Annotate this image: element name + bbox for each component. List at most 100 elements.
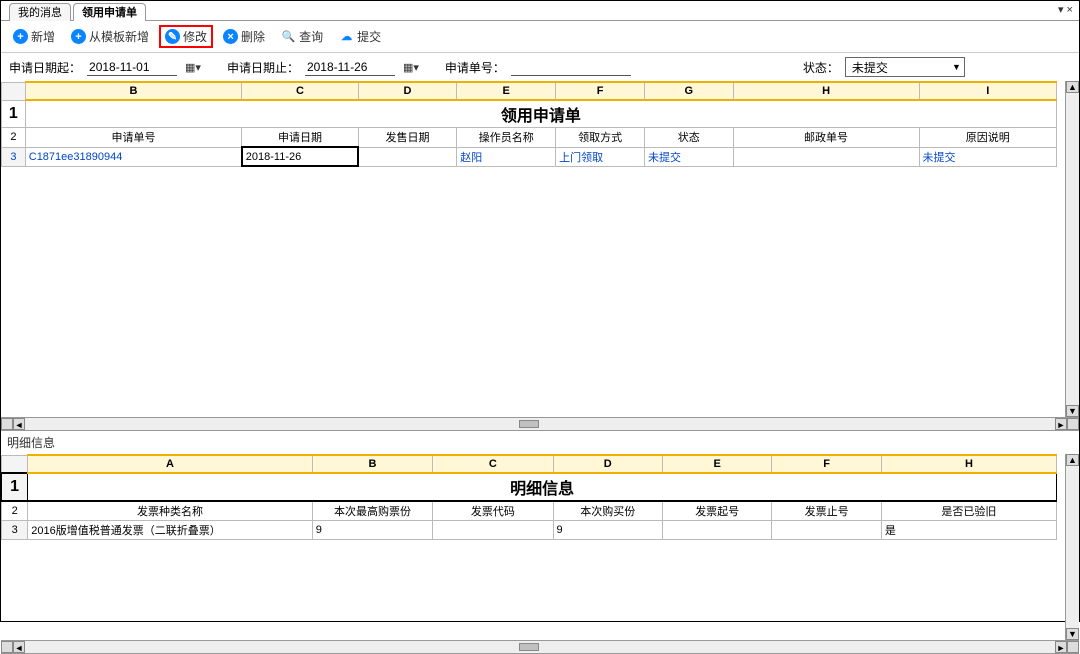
corner-cell[interactable] [2, 82, 26, 100]
grid-title: 领用申请单 [25, 100, 1056, 128]
col-header[interactable]: D [553, 455, 662, 473]
horizontal-scrollbar[interactable]: ◄ ► [1, 417, 1079, 431]
toolbar: + 新增 + 从模板新增 ✎ 修改 × 删除 🔍 查询 ☁ 提交 [1, 21, 1079, 53]
col-header[interactable]: D [358, 82, 457, 100]
scroll-corner [1067, 641, 1079, 653]
col-header[interactable]: F [772, 455, 881, 473]
date-from-label: 申请日期起： [9, 59, 81, 76]
cell-from-no[interactable] [662, 521, 771, 540]
tab-window-controls[interactable]: ▾ × [1058, 3, 1073, 16]
scroll-thumb[interactable] [519, 643, 539, 651]
scroll-down-icon[interactable]: ▼ [1066, 628, 1079, 640]
cell-to-no[interactable] [772, 521, 881, 540]
search-icon: 🔍 [281, 29, 296, 44]
row-index[interactable]: 1 [2, 100, 26, 128]
col-header[interactable]: H [881, 455, 1056, 473]
cell-sale-date[interactable] [358, 147, 457, 166]
row-index[interactable]: 3 [2, 521, 28, 540]
add-button[interactable]: + 新增 [7, 26, 61, 47]
scroll-right-icon[interactable]: ► [1055, 641, 1067, 653]
scroll-up-icon[interactable]: ▲ [1066, 81, 1079, 93]
corner-cell[interactable] [2, 455, 28, 473]
status-select[interactable]: 未提交 ▼ [845, 57, 965, 77]
scroll-thumb[interactable] [519, 420, 539, 428]
add-tpl-label: 从模板新增 [89, 28, 149, 45]
hdr-code: 发票代码 [433, 501, 553, 521]
col-header[interactable]: B [312, 455, 432, 473]
status-value: 未提交 [852, 59, 888, 76]
col-header[interactable]: C [433, 455, 553, 473]
vertical-scrollbar[interactable]: ▲ ▼ [1065, 81, 1079, 417]
scroll-right-icon[interactable]: ► [1055, 418, 1067, 430]
col-header[interactable]: E [662, 455, 771, 473]
row-index[interactable]: 1 [2, 473, 28, 501]
date-from-input[interactable] [87, 59, 177, 76]
col-header[interactable]: H [733, 82, 919, 100]
row-index[interactable]: 2 [2, 128, 26, 148]
hdr-post-no: 邮政单号 [733, 128, 919, 148]
hdr-reason: 原因说明 [919, 128, 1056, 148]
scroll-left-icon[interactable]: ◄ [13, 641, 25, 653]
cell-pickup[interactable]: 上门领取 [556, 147, 645, 166]
application-grid: B C D E F G H I 1 领用申请单 2 [1, 81, 1057, 167]
tab-strip: 我的消息 领用申请单 ▾ × [1, 1, 1079, 21]
col-header[interactable]: A [28, 455, 313, 473]
date-to-input[interactable] [305, 59, 395, 76]
hdr-from-no: 发票起号 [662, 501, 771, 521]
cell-operator[interactable]: 赵阳 [457, 147, 556, 166]
add-label: 新增 [31, 28, 55, 45]
add-from-template-button[interactable]: + 从模板新增 [65, 26, 155, 47]
scroll-left-icon[interactable]: ◄ [13, 418, 25, 430]
detail-title: 明细信息 [28, 473, 1057, 501]
cell-post-no[interactable] [733, 147, 919, 166]
query-label: 查询 [299, 28, 323, 45]
hdr-invoice-type: 发票种类名称 [28, 501, 313, 521]
col-header[interactable]: I [919, 82, 1056, 100]
plus-icon: + [71, 29, 86, 44]
col-header[interactable]: G [645, 82, 734, 100]
cell-invoice-type[interactable]: 2016版增值税普通发票（二联折叠票） [28, 521, 313, 540]
hdr-order-no: 申请单号 [25, 128, 242, 148]
edit-label: 修改 [183, 28, 207, 45]
scroll-up-icon[interactable]: ▲ [1066, 454, 1079, 466]
hdr-max-qty: 本次最高购票份 [312, 501, 432, 521]
row-index[interactable]: 2 [2, 501, 28, 521]
cell-order-no[interactable]: C1871ee31890944 [25, 147, 242, 166]
cell-max-qty[interactable]: 9 [312, 521, 432, 540]
delete-label: 删除 [241, 28, 265, 45]
detail-grid: A B C D E F H 1 明细信息 2 发票种类名称 [1, 454, 1057, 540]
order-no-input[interactable] [511, 59, 631, 76]
tab-my-messages[interactable]: 我的消息 [9, 3, 71, 21]
col-header[interactable]: C [242, 82, 358, 100]
status-label: 状态： [803, 59, 839, 76]
date-to-label: 申请日期止： [227, 59, 299, 76]
hdr-verified: 是否已验旧 [881, 501, 1056, 521]
col-header[interactable]: F [556, 82, 645, 100]
cell-status[interactable]: 未提交 [645, 147, 734, 166]
col-header[interactable]: B [25, 82, 242, 100]
tab-application[interactable]: 领用申请单 [73, 3, 146, 21]
scroll-down-icon[interactable]: ▼ [1066, 405, 1079, 417]
delete-button[interactable]: × 删除 [217, 26, 271, 47]
cell-verified[interactable]: 是 [881, 521, 1056, 540]
cell-code[interactable] [433, 521, 553, 540]
order-no-label: 申请单号： [445, 59, 505, 76]
submit-button[interactable]: ☁ 提交 [333, 26, 387, 47]
calendar-icon[interactable]: ▦▾ [183, 61, 203, 74]
edit-button[interactable]: ✎ 修改 [159, 25, 213, 48]
horizontal-scrollbar[interactable]: ◄ ► [1, 640, 1079, 654]
edit-icon: ✎ [165, 29, 180, 44]
hdr-status: 状态 [645, 128, 734, 148]
filter-bar: 申请日期起： ▦▾ 申请日期止： ▦▾ 申请单号： 状态： 未提交 ▼ [1, 53, 1079, 81]
cell-reason[interactable]: 未提交 [919, 147, 1056, 166]
cell-apply-date[interactable]: 2018-11-26 [242, 147, 358, 166]
vertical-scrollbar[interactable]: ▲ ▼ [1065, 454, 1079, 640]
query-button[interactable]: 🔍 查询 [275, 26, 329, 47]
cell-buy-qty[interactable]: 9 [553, 521, 662, 540]
scroll-corner [1, 418, 13, 430]
hdr-apply-date: 申请日期 [242, 128, 358, 148]
hdr-buy-qty: 本次购买份 [553, 501, 662, 521]
calendar-icon[interactable]: ▦▾ [401, 61, 421, 74]
row-index[interactable]: 3 [2, 147, 26, 166]
col-header[interactable]: E [457, 82, 556, 100]
